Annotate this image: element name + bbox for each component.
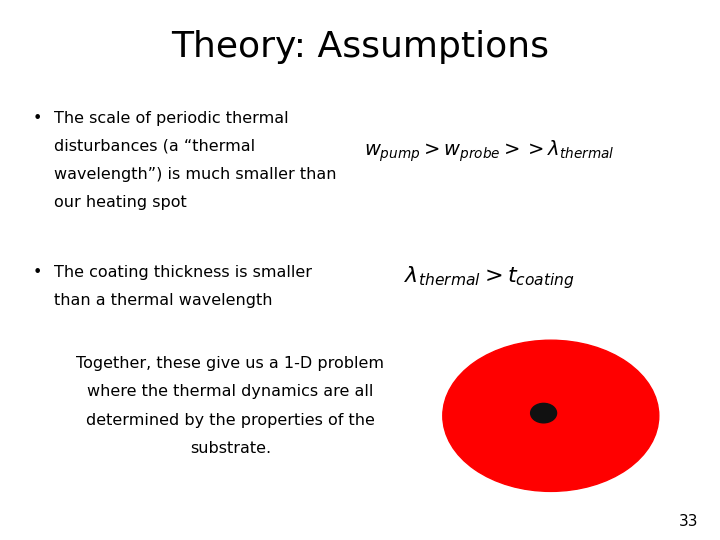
- Text: substrate.: substrate.: [190, 441, 271, 456]
- Text: 33: 33: [679, 514, 698, 529]
- Ellipse shape: [443, 340, 659, 491]
- Text: wavelength”) is much smaller than: wavelength”) is much smaller than: [54, 167, 336, 182]
- Text: Theory: Assumptions: Theory: Assumptions: [171, 30, 549, 64]
- Text: The scale of periodic thermal: The scale of periodic thermal: [54, 111, 289, 126]
- Text: disturbances (a “thermal: disturbances (a “thermal: [54, 139, 255, 154]
- Text: than a thermal wavelength: than a thermal wavelength: [54, 293, 272, 308]
- Text: The coating thickness is smaller: The coating thickness is smaller: [54, 265, 312, 280]
- Text: $\lambda_{thermal} > t_{coating}$: $\lambda_{thermal} > t_{coating}$: [404, 265, 575, 292]
- Text: where the thermal dynamics are all: where the thermal dynamics are all: [87, 384, 374, 400]
- Text: •: •: [32, 265, 42, 280]
- Text: our heating spot: our heating spot: [54, 195, 186, 210]
- Text: •: •: [32, 111, 42, 126]
- Text: $w_{pump} > w_{probe} >> \lambda_{thermal}$: $w_{pump} > w_{probe} >> \lambda_{therma…: [364, 139, 615, 164]
- Text: Together, these give us a 1-D problem: Together, these give us a 1-D problem: [76, 356, 384, 372]
- Circle shape: [531, 403, 557, 423]
- Text: determined by the properties of the: determined by the properties of the: [86, 413, 375, 428]
